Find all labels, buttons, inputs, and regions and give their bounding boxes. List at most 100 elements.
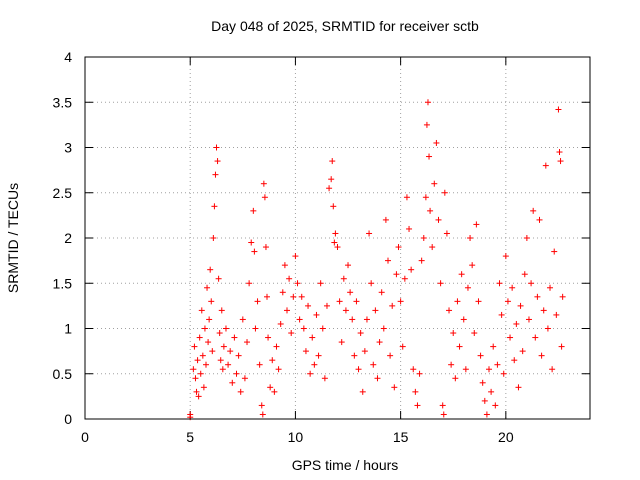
- data-point-151: [454, 298, 461, 305]
- data-point-39: [237, 388, 244, 395]
- data-point-76: [307, 370, 314, 377]
- data-point-187: [530, 207, 537, 214]
- data-point-112: [378, 289, 385, 296]
- y-tick-label-8: 4: [64, 49, 72, 65]
- frame-layer: [84, 56, 591, 420]
- data-point-102: [357, 330, 364, 337]
- data-point-154: [460, 316, 467, 323]
- data-point-192: [540, 307, 547, 314]
- data-point-67: [288, 330, 295, 337]
- x-tick-label-0: 0: [81, 429, 89, 445]
- data-point-185: [525, 316, 532, 323]
- data-point-165: [483, 411, 490, 418]
- data-point-177: [509, 284, 516, 291]
- data-point-19: [208, 298, 215, 305]
- data-point-149: [450, 330, 457, 337]
- data-point-7: [195, 393, 202, 400]
- data-point-56: [265, 334, 272, 341]
- data-point-99: [351, 352, 358, 359]
- data-point-10: [198, 307, 205, 314]
- y-axis-label: SRMTID / TECUs: [5, 183, 21, 293]
- data-point-111: [376, 339, 383, 346]
- data-point-170: [494, 361, 501, 368]
- data-point-189: [534, 293, 541, 300]
- data-point-28: [217, 357, 224, 364]
- data-point-181: [517, 302, 524, 309]
- data-point-14: [202, 361, 209, 368]
- data-point-145: [441, 189, 448, 196]
- data-point-132: [420, 235, 427, 241]
- data-point-188: [532, 334, 539, 341]
- data-point-63: [279, 289, 286, 296]
- data-point-5: [193, 388, 200, 395]
- data-point-183: [521, 271, 528, 278]
- data-point-97: [347, 289, 354, 296]
- data-point-90: [332, 230, 339, 237]
- data-point-64: [281, 262, 288, 269]
- data-point-103: [359, 388, 366, 395]
- data-point-171: [496, 280, 503, 287]
- data-point-101: [355, 366, 362, 373]
- data-point-158: [469, 262, 476, 269]
- data-point-50: [258, 402, 265, 409]
- data-point-174: [502, 253, 509, 260]
- data-point-93: [338, 339, 345, 346]
- data-point-150: [452, 375, 459, 382]
- data-point-73: [300, 325, 307, 332]
- data-point-144: [440, 411, 447, 418]
- data-point-142: [437, 280, 444, 287]
- data-point-31: [220, 343, 227, 350]
- data-point-66: [286, 275, 293, 282]
- data-point-143: [439, 402, 446, 409]
- data-point-156: [464, 284, 471, 291]
- data-point-91: [334, 244, 341, 251]
- data-point-58: [269, 357, 276, 364]
- data-point-136: [426, 153, 433, 160]
- data-point-131: [418, 257, 425, 264]
- data-point-182: [519, 348, 526, 355]
- y-tick-label-3: 1.5: [53, 275, 73, 291]
- y-tick-label-2: 1: [64, 321, 72, 337]
- data-point-172: [498, 311, 505, 318]
- data-point-184: [523, 235, 530, 241]
- data-point-13: [201, 325, 208, 332]
- data-point-53: [261, 194, 268, 201]
- data-point-160: [473, 221, 480, 228]
- y-tick-label-6: 3: [64, 140, 72, 156]
- data-point-61: [275, 366, 282, 373]
- data-point-198: [553, 311, 560, 318]
- data-point-179: [513, 320, 520, 327]
- data-point-89: [331, 239, 338, 246]
- grid-layer: [85, 57, 590, 419]
- y-tick-label-4: 2: [64, 230, 72, 246]
- data-point-16: [205, 339, 212, 346]
- data-point-27: [216, 330, 223, 337]
- data-point-80: [315, 352, 322, 359]
- data-point-95: [342, 307, 349, 314]
- data-point-129: [414, 402, 421, 409]
- data-point-42: [244, 339, 251, 346]
- data-point-130: [416, 370, 423, 377]
- data-point-117: [389, 302, 396, 309]
- data-point-62: [277, 320, 284, 327]
- data-point-201: [557, 158, 564, 165]
- data-point-100: [353, 298, 360, 305]
- data-point-1: [187, 411, 194, 418]
- data-point-52: [260, 180, 267, 187]
- data-point-195: [547, 284, 554, 291]
- data-point-202: [558, 343, 565, 350]
- data-point-40: [239, 316, 246, 323]
- data-point-36: [231, 334, 238, 341]
- data-point-78: [311, 361, 318, 368]
- data-point-72: [298, 293, 305, 300]
- data-point-86: [328, 176, 335, 183]
- chart-title: Day 048 of 2025, SRMTID for receiver sct…: [211, 18, 479, 34]
- data-point-84: [323, 302, 330, 309]
- data-point-70: [294, 280, 301, 287]
- y-tick-label-5: 2.5: [53, 185, 73, 201]
- data-point-4: [192, 375, 199, 382]
- data-point-141: [435, 216, 442, 223]
- data-point-37: [233, 370, 240, 377]
- y-tick-label-7: 3.5: [53, 94, 73, 110]
